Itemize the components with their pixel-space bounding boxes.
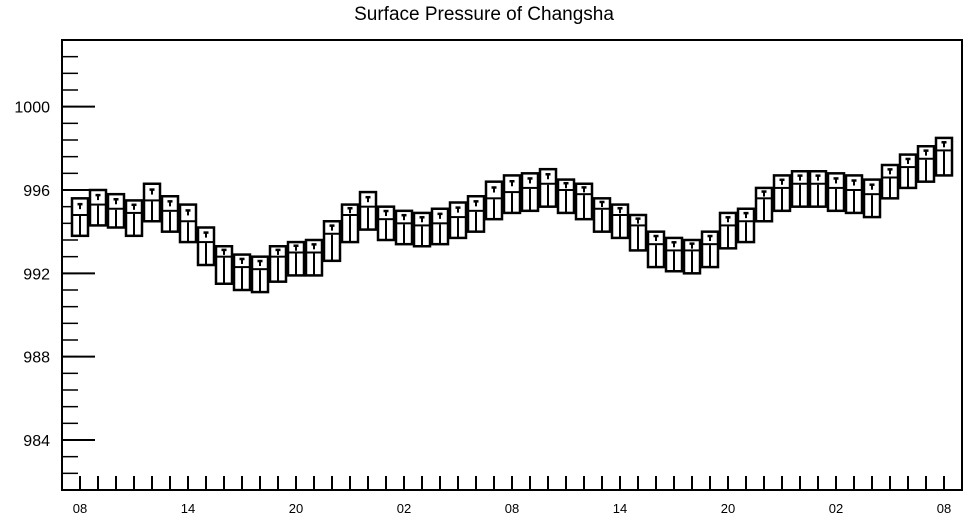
- pressure-box: [142, 182, 162, 223]
- pressure-box: [88, 188, 108, 227]
- pressure-box: [214, 245, 234, 285]
- x-tick-label: 14: [181, 501, 195, 516]
- x-tick-label: 08: [73, 501, 87, 516]
- x-tick-label: 08: [937, 501, 951, 516]
- pressure-box: [826, 172, 846, 213]
- pressure-box: [340, 203, 360, 244]
- pressure-box: [556, 178, 576, 215]
- pressure-box: [736, 207, 756, 244]
- pressure-box: [790, 170, 810, 208]
- y-tick-label: 992: [23, 266, 50, 283]
- pressure-box: [754, 186, 774, 223]
- pressure-box: [448, 201, 468, 240]
- chart-title: Surface Pressure of Changsha: [354, 4, 614, 25]
- pressure-box: [70, 197, 90, 238]
- pressure-box: [862, 178, 882, 219]
- pressure-box: [106, 192, 126, 229]
- pressure-box: [628, 213, 648, 252]
- pressure-box: [412, 211, 432, 248]
- x-tick-label: 08: [505, 501, 519, 516]
- pressure-box: [394, 209, 414, 246]
- x-axis: 08 14 20 02 08 14 20 02 08: [61, 476, 963, 516]
- pressure-box: [772, 174, 792, 213]
- pressure-box: [934, 136, 954, 177]
- pressure-box: [646, 230, 666, 269]
- x-tick-label: 20: [289, 501, 303, 516]
- pressure-box: [520, 172, 540, 213]
- pressure-box: [538, 167, 558, 208]
- pressure-box: [682, 238, 702, 275]
- pressure-box: [160, 195, 180, 233]
- pressure-box: [178, 203, 198, 244]
- pressure-box: [574, 182, 594, 221]
- pressure-box: [700, 230, 720, 269]
- x-tick-label: 02: [829, 501, 843, 516]
- pressure-box: [844, 174, 864, 215]
- pressure-box: [916, 145, 936, 183]
- pressure-box: [232, 253, 252, 292]
- y-tick-label: 984: [23, 433, 50, 450]
- x-tick-label: 14: [613, 501, 627, 516]
- box-series: [70, 136, 954, 294]
- pressure-box: [808, 170, 828, 208]
- pressure-box: [196, 226, 216, 267]
- pressure-box: [322, 220, 342, 263]
- pressure-box: [898, 153, 918, 190]
- pressure-box: [880, 163, 900, 200]
- y-tick-label: 988: [23, 350, 50, 367]
- y-axis: 984 988 992 996 1000: [14, 39, 95, 491]
- y-tick-label: 996: [23, 183, 50, 200]
- pressure-box: [718, 211, 738, 250]
- pressure-box: [376, 205, 396, 242]
- x-tick-label: 02: [397, 501, 411, 516]
- pressure-box: [592, 197, 612, 233]
- pressure-box: [304, 238, 324, 277]
- pressure-box: [484, 180, 504, 221]
- y-tick-label: 1000: [14, 100, 50, 117]
- pressure-box: [610, 203, 630, 240]
- pressure-box: [286, 240, 306, 277]
- pressure-box: [124, 199, 144, 238]
- pressure-box: [250, 255, 270, 294]
- pressure-box: [268, 245, 288, 283]
- x-tick-label: 20: [721, 501, 735, 516]
- pressure-box: [466, 195, 486, 233]
- pressure-box: [502, 174, 522, 215]
- pressure-box: [664, 236, 684, 273]
- pressure-box: [358, 190, 378, 231]
- pressure-box: [430, 207, 450, 246]
